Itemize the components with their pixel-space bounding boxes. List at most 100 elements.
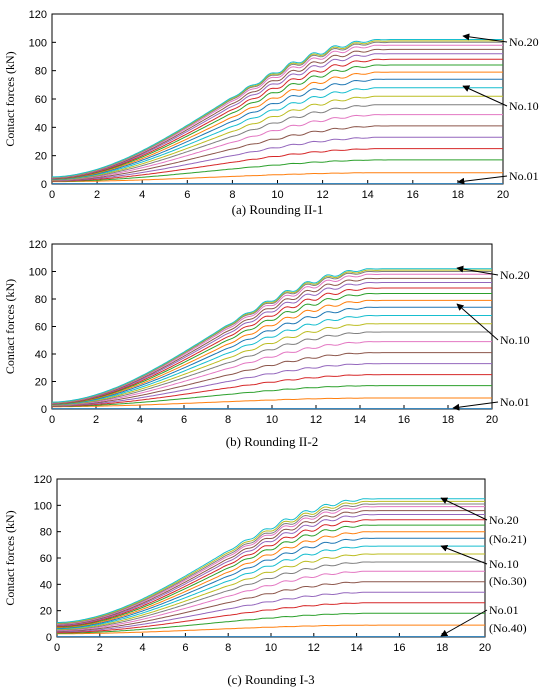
series-line-20 bbox=[52, 268, 492, 403]
series-line-11 bbox=[51, 78, 503, 180]
x-tick-label: 14 bbox=[350, 642, 362, 654]
y-tick-label: 80 bbox=[35, 294, 47, 306]
x-tick-label: 4 bbox=[140, 642, 146, 654]
series-line-13 bbox=[52, 64, 503, 180]
annotation-label: (No.21) bbox=[489, 532, 527, 546]
x-tick-label: 2 bbox=[97, 642, 103, 654]
y-tick-label: 20 bbox=[35, 377, 47, 389]
panel-caption: (b) Rounding II-2 bbox=[226, 434, 318, 449]
annotation-label: No.10 bbox=[500, 333, 530, 347]
series-line-15 bbox=[52, 282, 492, 404]
x-tick-label: 8 bbox=[225, 642, 231, 654]
x-tick-label: 4 bbox=[139, 189, 145, 201]
series-line-16 bbox=[57, 510, 485, 626]
series-line-13 bbox=[57, 524, 485, 628]
annotation-label: No.10 bbox=[489, 557, 519, 571]
x-tick-label: 2 bbox=[94, 189, 100, 201]
x-tick-label: 14 bbox=[362, 189, 374, 201]
series-line-6 bbox=[57, 581, 485, 632]
x-tick-label: 16 bbox=[398, 414, 410, 426]
x-tick-label: 18 bbox=[452, 189, 464, 201]
series-line-19 bbox=[57, 500, 485, 624]
y-tick-label: 100 bbox=[29, 267, 47, 279]
annotation-arrow bbox=[440, 497, 488, 521]
x-tick-label: 20 bbox=[479, 642, 491, 654]
series-line-12 bbox=[52, 71, 503, 180]
series-line-10 bbox=[51, 315, 492, 406]
y-axis-label: Contact forces (kN) bbox=[3, 51, 17, 146]
series-line-2 bbox=[57, 624, 485, 635]
x-tick-label: 6 bbox=[181, 414, 187, 426]
x-tick-label: 14 bbox=[354, 414, 366, 426]
series-line-11 bbox=[57, 537, 485, 629]
x-tick-label: 12 bbox=[316, 189, 328, 201]
series-line-9 bbox=[52, 323, 492, 406]
series-line-6 bbox=[52, 125, 503, 182]
x-tick-label: 18 bbox=[442, 414, 454, 426]
series-line-14 bbox=[56, 519, 485, 627]
annotation-arrow bbox=[440, 609, 488, 637]
annotation-arrow bbox=[462, 33, 508, 43]
x-tick-label: 12 bbox=[308, 642, 320, 654]
y-tick-label: 60 bbox=[40, 553, 52, 565]
series-line-17 bbox=[57, 506, 485, 625]
x-tick-label: 8 bbox=[229, 189, 235, 201]
y-tick-label: 20 bbox=[35, 151, 47, 163]
annotation-arrow bbox=[457, 175, 508, 185]
y-tick-label: 120 bbox=[29, 239, 47, 251]
x-tick-label: 16 bbox=[407, 189, 419, 201]
annotation-arrow bbox=[452, 401, 499, 411]
y-tick-label: 80 bbox=[35, 66, 47, 78]
panel-caption: (a) Rounding II-1 bbox=[232, 202, 324, 217]
series-line-20 bbox=[52, 39, 503, 178]
series-line-14 bbox=[52, 58, 503, 179]
series-line-8 bbox=[51, 331, 492, 406]
series-line-15 bbox=[52, 53, 503, 179]
x-tick-label: 6 bbox=[184, 189, 190, 201]
annotation-label: No.10 bbox=[509, 99, 539, 113]
annotation-label: No.01 bbox=[489, 603, 519, 617]
series-line-5 bbox=[52, 136, 503, 182]
series-line-10 bbox=[52, 87, 503, 180]
series-line-13 bbox=[52, 293, 492, 405]
x-tick-label: 20 bbox=[497, 189, 509, 201]
annotation-label: No.20 bbox=[489, 513, 519, 527]
series-line-16 bbox=[52, 277, 492, 404]
series-line-8 bbox=[52, 104, 503, 181]
series-line-17 bbox=[52, 273, 492, 404]
y-tick-label: 80 bbox=[40, 527, 52, 539]
series-line-18 bbox=[56, 503, 485, 625]
series-line-12 bbox=[57, 531, 485, 628]
x-tick-label: 8 bbox=[225, 414, 231, 426]
y-tick-label: 0 bbox=[46, 632, 52, 644]
annotation-label: (No.30) bbox=[489, 574, 527, 588]
series-line-3 bbox=[57, 612, 485, 634]
series-line-3 bbox=[52, 385, 492, 407]
x-tick-label: 0 bbox=[54, 642, 60, 654]
chart-panel-3: 0 2 4 6 8 10 12 14 16 18 20 0 20 40 60 80 100 120 Contact … bbox=[3, 474, 527, 687]
x-tick-label: 6 bbox=[182, 642, 188, 654]
x-tick-label: 0 bbox=[49, 414, 55, 426]
series-line-4 bbox=[57, 602, 485, 633]
y-tick-label: 40 bbox=[40, 579, 52, 591]
annotation-label: No.20 bbox=[509, 35, 539, 49]
y-tick-label: 100 bbox=[29, 37, 47, 49]
series-line-5 bbox=[52, 363, 492, 407]
series-line-11 bbox=[52, 306, 492, 405]
x-tick-label: 0 bbox=[49, 189, 55, 201]
y-tick-label: 20 bbox=[40, 606, 52, 618]
series-line-7 bbox=[52, 114, 503, 181]
series-line-20 bbox=[57, 498, 485, 623]
annotation-label: (No.40) bbox=[489, 621, 527, 635]
x-tick-label: 18 bbox=[436, 642, 448, 654]
y-tick-label: 40 bbox=[35, 349, 47, 361]
series-line-2 bbox=[52, 172, 503, 183]
series-line-14 bbox=[52, 287, 492, 405]
x-tick-label: 20 bbox=[486, 414, 498, 426]
y-tick-label: 40 bbox=[35, 122, 47, 134]
annotation-arrow bbox=[440, 545, 488, 565]
panel-caption: (c) Rounding I-3 bbox=[227, 672, 314, 687]
x-tick-label: 4 bbox=[137, 414, 143, 426]
series-line-5 bbox=[57, 591, 485, 633]
annotation-arrow bbox=[456, 303, 499, 341]
